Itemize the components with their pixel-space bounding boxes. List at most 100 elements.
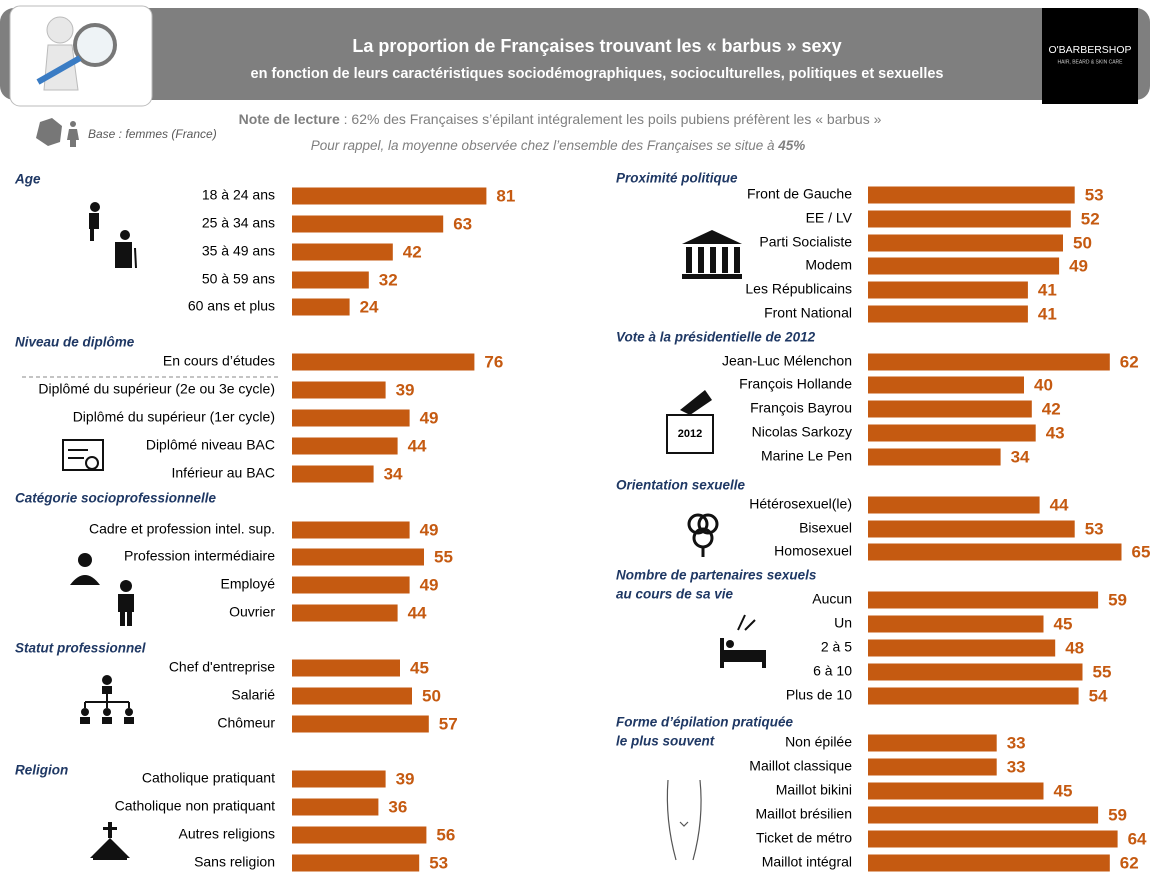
category-label: Un bbox=[834, 615, 852, 631]
category-label: François Bayrou bbox=[750, 400, 852, 416]
value-label: 44 bbox=[1050, 495, 1069, 514]
value-label: 63 bbox=[453, 214, 472, 233]
value-label: 24 bbox=[360, 297, 379, 316]
reminder-value: 45% bbox=[777, 138, 805, 153]
section-title: le plus souvent bbox=[616, 734, 715, 749]
value-label: 49 bbox=[1069, 256, 1088, 275]
bar bbox=[292, 687, 412, 705]
category-label: 50 à 59 ans bbox=[202, 271, 275, 287]
note: Note de lecture : 62% des Françaises s’é… bbox=[239, 111, 882, 127]
value-label: 53 bbox=[429, 853, 448, 872]
bar bbox=[868, 424, 1036, 442]
value-label: 59 bbox=[1108, 805, 1127, 824]
category-label: Sans religion bbox=[194, 854, 275, 870]
section-title: Catégorie socioprofessionnelle bbox=[15, 491, 217, 506]
title: La proportion de Françaises trouvant les… bbox=[352, 36, 841, 56]
org-icon bbox=[80, 675, 134, 724]
category-label: 6 à 10 bbox=[813, 663, 852, 679]
category-label: Maillot bikini bbox=[776, 782, 852, 798]
category-label: Catholique pratiquant bbox=[142, 770, 275, 786]
bar bbox=[292, 243, 393, 261]
value-label: 49 bbox=[420, 575, 439, 594]
ballot-icon bbox=[666, 390, 714, 454]
logo bbox=[1042, 8, 1138, 104]
reminder-text: Pour rappel, la moyenne observée chez l’… bbox=[311, 138, 779, 153]
category-label: Chômeur bbox=[217, 715, 275, 731]
bar bbox=[868, 520, 1075, 538]
value-label: 45 bbox=[410, 658, 429, 677]
bar bbox=[868, 663, 1083, 681]
base: Base : femmes (France) bbox=[88, 127, 217, 141]
category-label: Maillot brésilien bbox=[756, 806, 852, 822]
category-label: Front National bbox=[764, 305, 852, 321]
value-label: 48 bbox=[1065, 638, 1084, 657]
reminder: Pour rappel, la moyenne observée chez l’… bbox=[311, 138, 806, 153]
category-label: 2 à 5 bbox=[821, 639, 852, 655]
note-label: Note de lecture bbox=[239, 111, 340, 127]
logo-name: O'BARBERSHOP bbox=[1048, 44, 1131, 56]
church-icon bbox=[90, 822, 130, 860]
bar bbox=[868, 400, 1032, 418]
category-label: Diplômé du supérieur (1er cycle) bbox=[73, 409, 275, 425]
france-icon bbox=[36, 118, 62, 146]
category-label: Cadre et profession intel. sup. bbox=[89, 521, 275, 537]
value-label: 52 bbox=[1081, 209, 1100, 228]
bar bbox=[292, 604, 398, 622]
value-label: 34 bbox=[1011, 447, 1030, 466]
bar bbox=[868, 591, 1099, 609]
category-label: Ticket de métro bbox=[756, 830, 852, 846]
bar bbox=[292, 826, 427, 844]
value-label: 76 bbox=[484, 352, 503, 371]
age-icon bbox=[89, 202, 137, 269]
value-label: 50 bbox=[422, 686, 441, 705]
bar bbox=[868, 639, 1056, 657]
bar bbox=[292, 353, 475, 371]
bar bbox=[292, 381, 386, 399]
bar bbox=[868, 543, 1122, 561]
bar bbox=[292, 798, 379, 816]
bar bbox=[868, 210, 1071, 228]
note-text: : 62% des Françaises s’épilant intégrale… bbox=[340, 111, 882, 127]
value-label: 41 bbox=[1038, 280, 1057, 299]
value-label: 41 bbox=[1038, 304, 1057, 323]
category-label: Diplômé du supérieur (2e ou 3e cycle) bbox=[38, 381, 275, 397]
value-label: 39 bbox=[396, 769, 415, 788]
value-label: 40 bbox=[1034, 375, 1053, 394]
category-label: Marine Le Pen bbox=[761, 448, 852, 464]
bar bbox=[868, 830, 1118, 848]
woman-icon bbox=[67, 121, 79, 147]
value-label: 65 bbox=[1132, 542, 1150, 561]
value-label: 36 bbox=[388, 797, 407, 816]
bar bbox=[292, 521, 410, 539]
section-title: au cours de sa vie bbox=[616, 587, 734, 602]
category-label: Modem bbox=[805, 257, 852, 273]
section-title: Niveau de diplôme bbox=[15, 335, 135, 350]
ballot-label: 2012 bbox=[678, 428, 702, 440]
bar bbox=[868, 734, 997, 752]
bar bbox=[868, 806, 1099, 824]
body-icon bbox=[666, 779, 702, 861]
category-label: Maillot intégral bbox=[762, 854, 852, 870]
value-label: 54 bbox=[1089, 686, 1108, 705]
bar bbox=[868, 615, 1044, 633]
value-label: 50 bbox=[1073, 233, 1092, 252]
category-label: Plus de 10 bbox=[786, 687, 852, 703]
value-label: 49 bbox=[420, 408, 439, 427]
category-label: Front de Gauche bbox=[747, 186, 852, 202]
value-label: 81 bbox=[496, 186, 515, 205]
section-title: Vote à la présidentielle de 2012 bbox=[616, 330, 816, 345]
value-label: 44 bbox=[408, 436, 427, 455]
logo-tagline: HAIR, BEARD & SKIN CARE bbox=[1057, 59, 1123, 65]
value-label: 45 bbox=[1054, 614, 1073, 633]
category-label: EE / LV bbox=[806, 210, 853, 226]
bar bbox=[292, 659, 400, 677]
category-label: Ouvrier bbox=[229, 604, 275, 620]
value-label: 55 bbox=[434, 547, 453, 566]
section-title: Age bbox=[14, 172, 41, 187]
section-title: Nombre de partenaires sexuels bbox=[616, 568, 817, 583]
category-label: Autres religions bbox=[179, 826, 276, 842]
bar bbox=[292, 187, 487, 205]
bar bbox=[868, 305, 1028, 323]
workers-icon bbox=[70, 553, 134, 626]
bar bbox=[868, 376, 1024, 394]
